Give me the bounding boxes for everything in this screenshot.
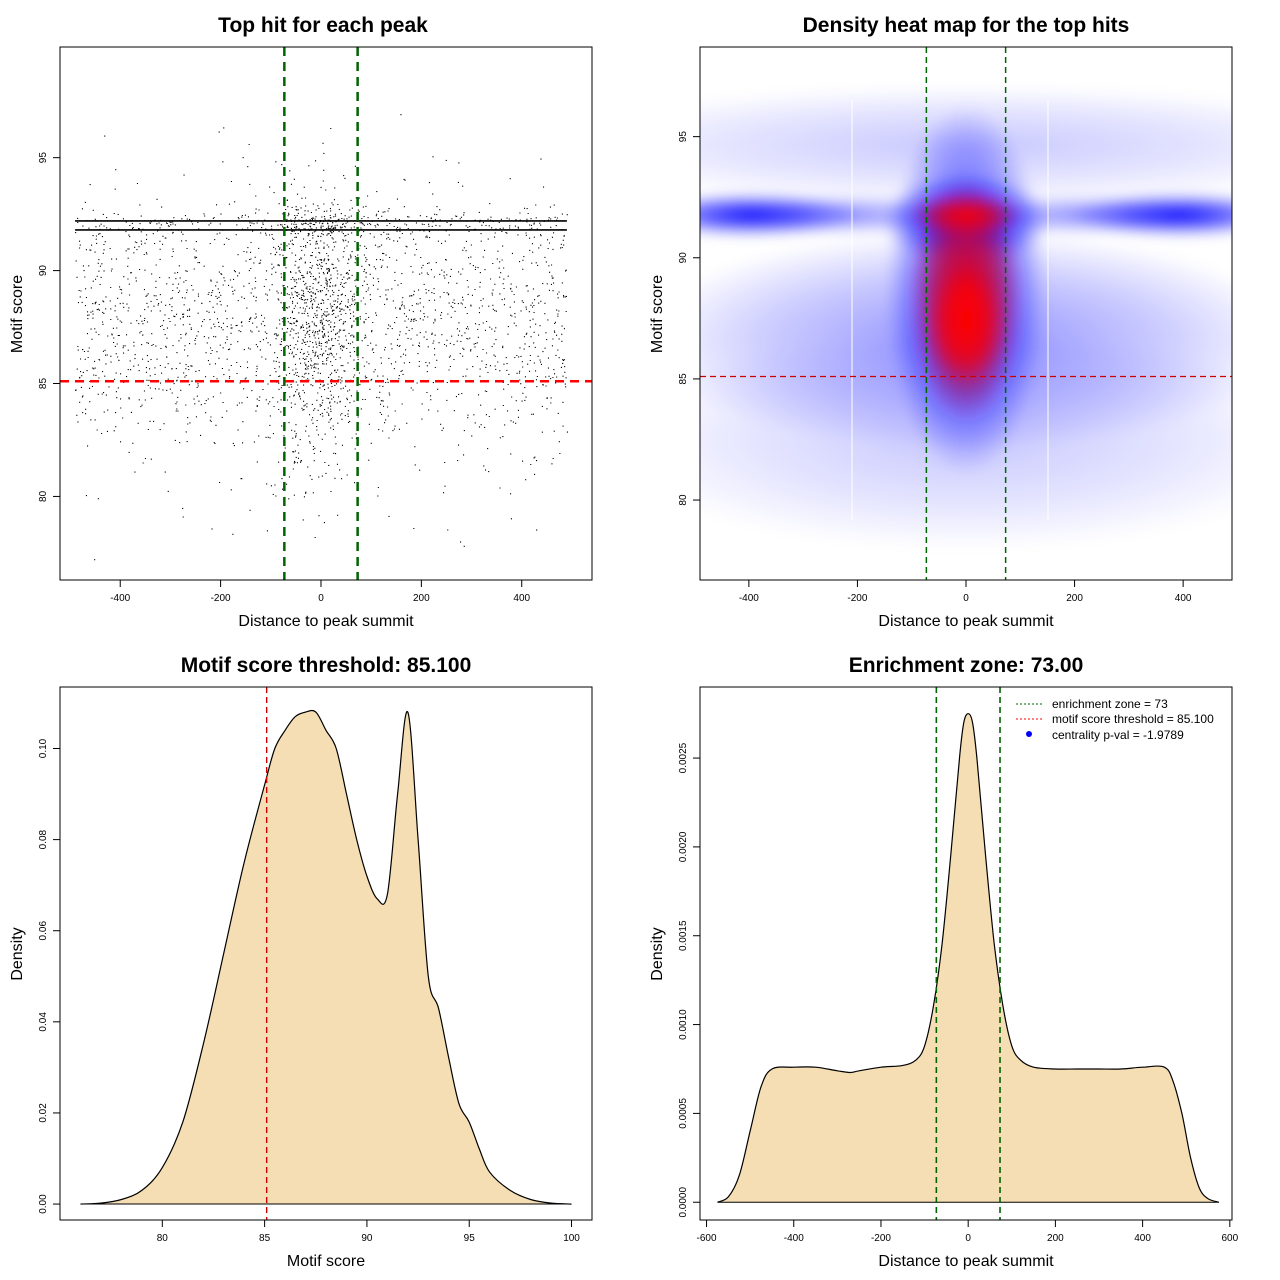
y-tick-label: 0.0005 (678, 1098, 689, 1129)
y-axis-label: Density (649, 927, 666, 980)
y-tick-label: 0.0020 (678, 831, 689, 862)
panel-scatter: Top hit for each peak -400 -200 0 200 400 80 8… (9, 14, 593, 630)
plot-marks (717, 687, 1220, 1220)
chart-title: Density heat map for the top hits (803, 14, 1130, 37)
x-tick-label: -400 (739, 593, 759, 604)
x-tick-label: -400 (784, 1233, 804, 1244)
y-tick-label: 80 (678, 494, 689, 506)
y-tick-label: 0.02 (38, 1103, 49, 1123)
axes: -400 -200 0 200 400 80 85 90 95 (678, 131, 1192, 604)
y-tick-label: 0.10 (38, 738, 49, 758)
y-tick-label: 0.08 (38, 829, 49, 849)
x-tick-label: 100 (563, 1233, 580, 1244)
y-tick-label: 85 (38, 378, 49, 390)
axes: -600 -400 -200 0 200 400 600 0.0000 0.0005 0.0010… (678, 742, 1239, 1244)
x-tick-label: 400 (513, 593, 530, 604)
x-tick-label: 85 (259, 1233, 271, 1244)
heatmap-field (700, 47, 1232, 580)
legend-label: motif score threshold = 85.100 (1052, 712, 1214, 726)
y-tick-label: 95 (38, 152, 49, 164)
legend-label: centrality p-val = -1.9789 (1052, 728, 1184, 742)
x-axis-label: Distance to peak summit (878, 613, 1054, 630)
chart-title: Top hit for each peak (218, 14, 428, 37)
chart-title: Enrichment zone: 73.00 (849, 654, 1084, 677)
x-axis-label: Motif score (287, 1253, 365, 1270)
density-curve (80, 709, 572, 1205)
panel-heatmap: Density heat map for the top hits (649, 14, 1233, 630)
panel-score-density: Motif score threshold: 85.100 80 85 90 95 10… (9, 654, 593, 1270)
y-tick-label: 80 (38, 490, 49, 502)
x-tick-label: 95 (464, 1233, 476, 1244)
axes: 80 85 90 95 100 0.00 0.02 0.04 0.06 0.08 0.10 (38, 738, 580, 1244)
x-tick-label: 200 (413, 593, 430, 604)
y-tick-label: 90 (678, 252, 689, 264)
scatter-points (75, 114, 568, 561)
y-tick-label: 0.06 (38, 921, 49, 941)
x-tick-label: 90 (361, 1233, 373, 1244)
x-tick-label: 600 (1221, 1233, 1238, 1244)
y-tick-label: 0.04 (38, 1012, 49, 1032)
x-tick-label: 0 (963, 593, 969, 604)
y-tick-label: 0.0015 (678, 920, 689, 951)
y-tick-label: 95 (678, 131, 689, 143)
x-tick-label: 80 (157, 1233, 169, 1244)
x-axis-label: Distance to peak summit (238, 613, 414, 630)
y-axis-label: Motif score (649, 275, 666, 353)
y-tick-label: 0.0010 (678, 1009, 689, 1040)
x-tick-label: 0 (965, 1233, 971, 1244)
y-axis-label: Density (9, 927, 26, 980)
x-tick-label: -600 (697, 1233, 717, 1244)
y-tick-label: 85 (678, 373, 689, 385)
scatter-point-cloud (75, 114, 568, 561)
x-tick-label: -400 (110, 593, 130, 604)
axes: -400 -200 0 200 400 80 85 90 95 (38, 152, 531, 604)
y-tick-label: 0.0025 (678, 742, 689, 773)
panel-distance-density: Enrichment zone: 73.00 -600 -400 -200 0 200 4… (649, 654, 1239, 1270)
x-tick-label: -200 (847, 593, 867, 604)
plot-marks (700, 47, 1232, 580)
density-curve (717, 713, 1220, 1203)
x-tick-label: -200 (211, 593, 231, 604)
density-area (717, 713, 1219, 1203)
plot-marks (80, 687, 572, 1220)
legend-label: enrichment zone = 73 (1052, 697, 1168, 711)
density-area (80, 710, 572, 1205)
legend: enrichment zone = 73 motif score thresho… (1016, 697, 1214, 742)
plot-frame (59, 46, 593, 581)
x-tick-label: 0 (318, 593, 324, 604)
plot-marks (60, 47, 592, 580)
y-axis-label: Motif score (9, 275, 26, 353)
x-tick-label: 400 (1134, 1233, 1151, 1244)
chart-title: Motif score threshold: 85.100 (181, 654, 472, 677)
legend-point-pval (1026, 731, 1032, 737)
y-tick-label: 90 (38, 265, 49, 277)
x-tick-label: -200 (871, 1233, 891, 1244)
x-tick-label: 400 (1175, 593, 1192, 604)
x-axis-label: Distance to peak summit (878, 1253, 1054, 1270)
x-tick-label: 200 (1047, 1233, 1064, 1244)
y-tick-label: 0.0000 (678, 1187, 689, 1218)
x-tick-label: 200 (1066, 593, 1083, 604)
y-tick-label: 0.00 (38, 1194, 49, 1214)
